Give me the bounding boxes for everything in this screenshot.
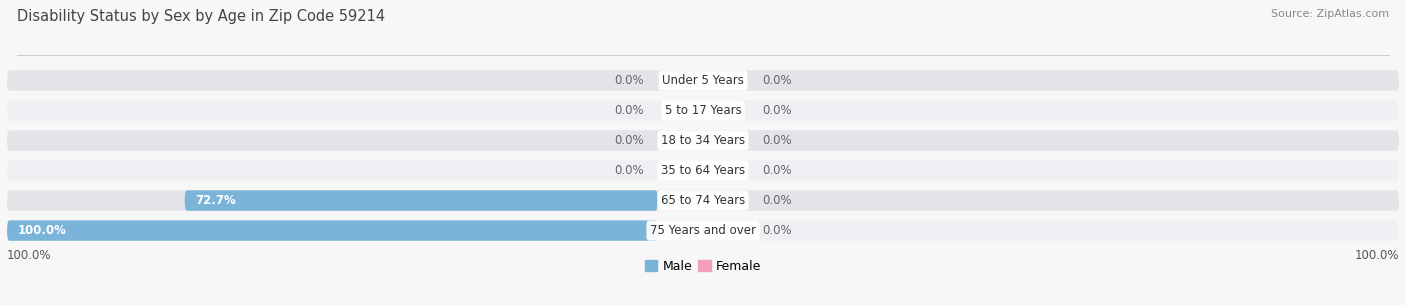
Text: Disability Status by Sex by Age in Zip Code 59214: Disability Status by Sex by Age in Zip C… [17, 9, 385, 24]
FancyBboxPatch shape [184, 190, 658, 211]
Text: 35 to 64 Years: 35 to 64 Years [661, 164, 745, 177]
FancyBboxPatch shape [7, 221, 1399, 241]
Text: 0.0%: 0.0% [762, 194, 792, 207]
FancyBboxPatch shape [7, 160, 1399, 181]
Text: 0.0%: 0.0% [614, 164, 644, 177]
Text: 0.0%: 0.0% [614, 134, 644, 147]
Text: 0.0%: 0.0% [762, 164, 792, 177]
Text: 0.0%: 0.0% [762, 134, 792, 147]
Text: 100.0%: 100.0% [17, 224, 66, 237]
Text: 0.0%: 0.0% [614, 74, 644, 87]
Text: 100.0%: 100.0% [1354, 249, 1399, 262]
FancyBboxPatch shape [7, 221, 658, 241]
Text: 0.0%: 0.0% [762, 104, 792, 117]
Legend: Male, Female: Male, Female [640, 255, 766, 278]
FancyBboxPatch shape [7, 190, 1399, 211]
Text: 0.0%: 0.0% [762, 224, 792, 237]
Text: Under 5 Years: Under 5 Years [662, 74, 744, 87]
Text: 0.0%: 0.0% [762, 74, 792, 87]
Text: 65 to 74 Years: 65 to 74 Years [661, 194, 745, 207]
Text: 75 Years and over: 75 Years and over [650, 224, 756, 237]
FancyBboxPatch shape [7, 130, 1399, 151]
Text: 100.0%: 100.0% [7, 249, 52, 262]
FancyBboxPatch shape [7, 70, 1399, 91]
FancyBboxPatch shape [7, 100, 1399, 121]
Text: 5 to 17 Years: 5 to 17 Years [665, 104, 741, 117]
Text: Source: ZipAtlas.com: Source: ZipAtlas.com [1271, 9, 1389, 19]
Text: 18 to 34 Years: 18 to 34 Years [661, 134, 745, 147]
Text: 0.0%: 0.0% [614, 104, 644, 117]
Text: 72.7%: 72.7% [195, 194, 236, 207]
